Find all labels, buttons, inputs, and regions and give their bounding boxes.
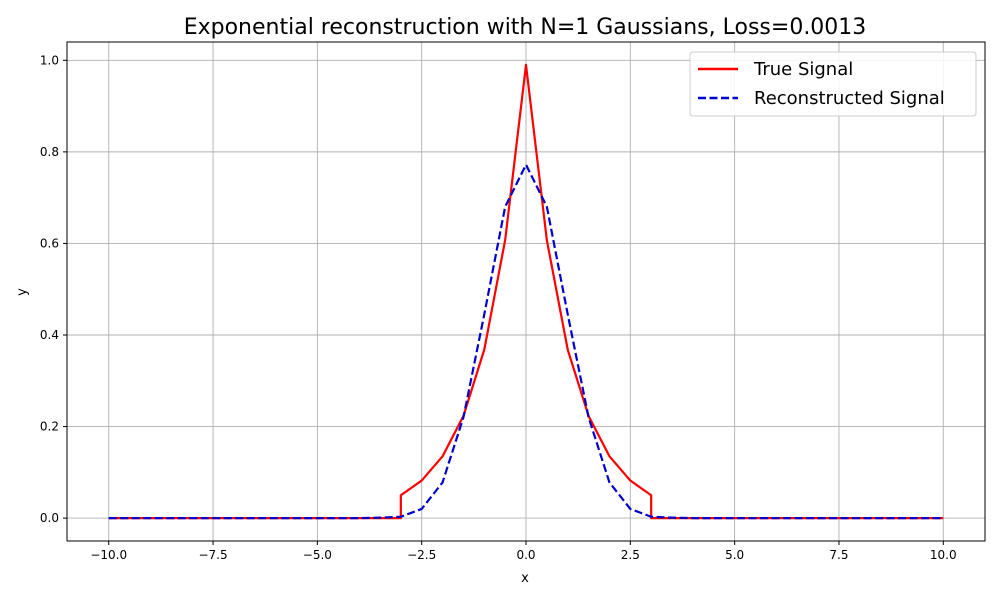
legend-label: Reconstructed Signal [754,88,945,109]
chart-title: Exponential reconstruction with N=1 Gaus… [184,15,867,40]
y-tick-label: 0.8 [40,145,59,159]
x-tick-label: 2.5 [621,548,640,562]
series-line-reconstructed-signal [108,163,944,520]
y-tick-label: 0.6 [40,236,59,250]
grid [67,42,985,541]
series-layer [108,63,944,520]
ticks: −10.0 −7.5 −5.0 −2.5 0.0 2.5 5.0 7.5 10.0 0.0 0.2 0… [40,53,957,562]
legend-label: True Signal [753,59,853,80]
legend: True Signal Reconstructed Signal [689,51,977,117]
y-axis-label: y [15,288,30,296]
x-tick-label: 0.0 [516,548,535,562]
legend-box [689,51,977,117]
x-tick-label: −5.0 [303,548,332,562]
x-tick-label: 7.5 [829,548,848,562]
y-tick-label: 0.2 [40,420,59,434]
x-axis-label: x [521,571,529,586]
x-tick-label: −10.0 [90,548,127,562]
y-tick-label: 0.4 [40,328,59,342]
x-tick-label: −2.5 [407,548,436,562]
x-tick-label: 5.0 [725,548,744,562]
x-tick-label: −7.5 [198,548,227,562]
y-tick-label: 1.0 [40,53,59,67]
series-line-true-signal [108,63,944,520]
x-tick-label: 10.0 [930,548,957,562]
y-tick-label: 0.0 [40,511,59,525]
